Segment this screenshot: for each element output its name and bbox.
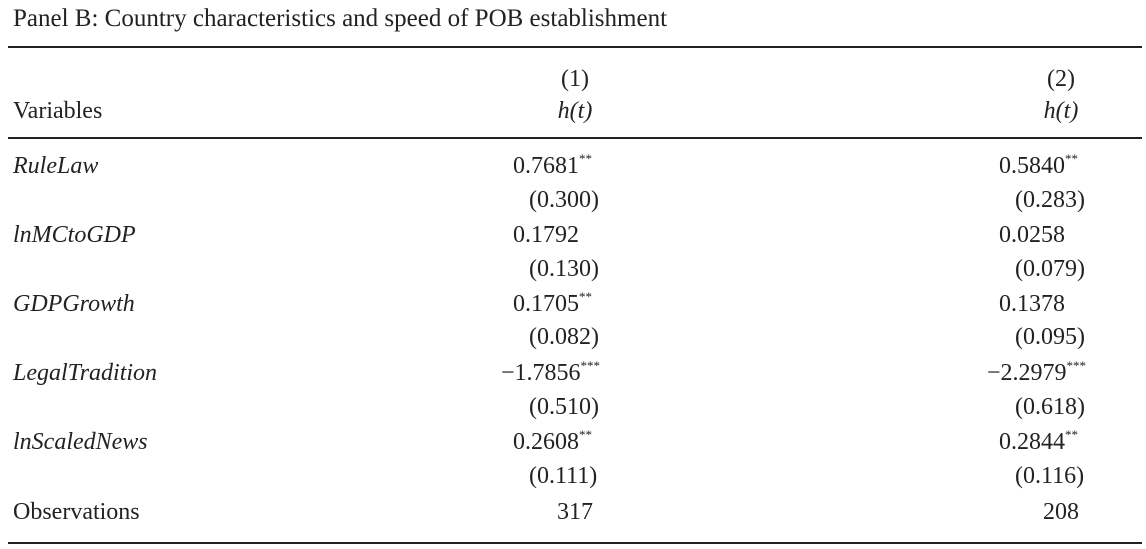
coef-number: −1.7856: [501, 360, 581, 386]
header-rule: [8, 137, 1142, 139]
variable-name-lnmctogdp: lnMCtoGDP: [13, 222, 136, 248]
coef-number: −2.2979: [987, 360, 1067, 386]
standard-error: (0.618): [1015, 394, 1085, 420]
standard-error: (0.111): [529, 463, 598, 489]
coef-number: 0.1378: [999, 291, 1065, 317]
standard-error: (0.283): [1015, 187, 1085, 213]
standard-error: (0.082): [529, 324, 599, 350]
coef-number: 0.1705: [513, 291, 579, 317]
coef-value: 0.2608**: [513, 427, 592, 457]
coef-value: 0.1378: [999, 289, 1065, 319]
column-2-name: h(t): [1043, 98, 1079, 124]
coef-value: 0.1792: [513, 220, 579, 250]
column-1-number: (1): [561, 66, 589, 92]
variable-name-rulelaw: RuleLaw: [13, 153, 99, 179]
coef-value: −2.2979***: [987, 358, 1086, 388]
coef-number: 0.5840: [999, 153, 1065, 179]
column-2-number: (2): [1047, 66, 1075, 92]
top-rule: [8, 46, 1142, 48]
significance-stars: **: [579, 427, 592, 442]
column-1-name: h(t): [557, 98, 593, 124]
significance-stars: **: [579, 289, 592, 304]
standard-error: (0.095): [1015, 324, 1085, 350]
significance-stars: ***: [1066, 358, 1087, 373]
observations-value: 208: [1043, 499, 1079, 525]
standard-error: (0.510): [529, 394, 599, 420]
significance-stars: **: [1065, 151, 1078, 166]
variable-name-legaltradition: LegalTradition: [13, 360, 158, 386]
variable-name-lnscalednews: lnScaledNews: [13, 429, 148, 455]
observations-value: 317: [557, 499, 593, 525]
coef-number: 0.0258: [999, 222, 1065, 248]
significance-stars: ***: [580, 358, 601, 373]
significance-stars: **: [1065, 427, 1078, 442]
coef-number: 0.2844: [999, 429, 1065, 455]
standard-error: (0.116): [1015, 463, 1085, 489]
variables-header: Variables: [13, 98, 103, 124]
panel-title: Panel B: Country characteristics and spe…: [13, 5, 668, 32]
bottom-rule: [8, 542, 1142, 544]
standard-error: (0.300): [529, 187, 599, 213]
significance-stars: **: [579, 151, 592, 166]
coef-value: 0.7681**: [513, 151, 592, 181]
coef-value: 0.1705**: [513, 289, 592, 319]
coef-value: 0.0258: [999, 220, 1065, 250]
coef-number: 0.7681: [513, 153, 579, 179]
variable-name-gdpgrowth: GDPGrowth: [13, 291, 135, 317]
coef-number: 0.2608: [513, 429, 579, 455]
coef-value: −1.7856***: [501, 358, 600, 388]
observations-label: Observations: [13, 499, 140, 525]
coef-value: 0.5840**: [999, 151, 1078, 181]
standard-error: (0.130): [529, 256, 599, 282]
coef-value: 0.2844**: [999, 427, 1078, 457]
coef-number: 0.1792: [513, 222, 579, 248]
standard-error: (0.079): [1015, 256, 1085, 282]
